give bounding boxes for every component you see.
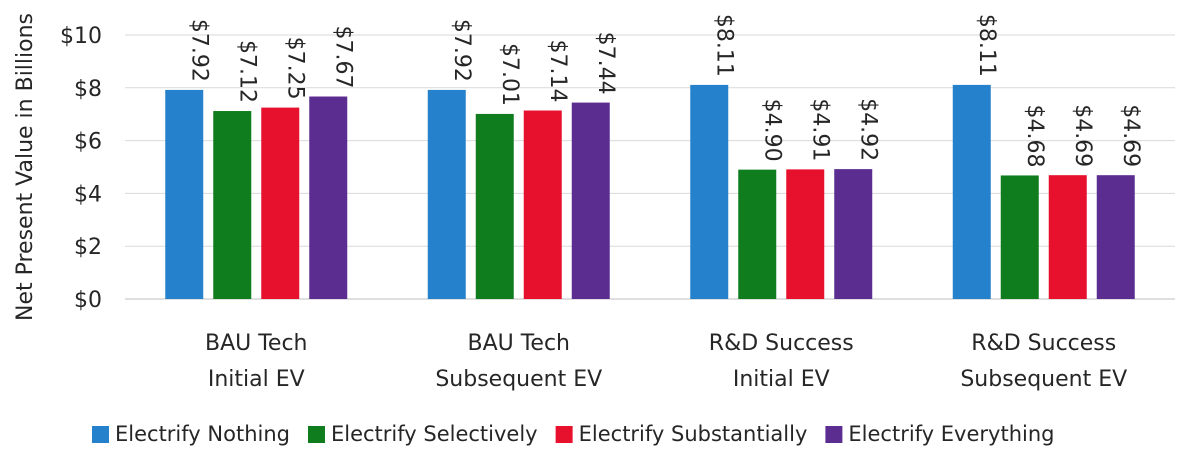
legend-swatch bbox=[307, 426, 325, 443]
bar bbox=[1000, 175, 1039, 299]
data-label: $8.11 bbox=[711, 14, 736, 77]
data-label: $4.91 bbox=[807, 98, 832, 161]
legend-swatch bbox=[92, 426, 109, 443]
bar bbox=[1096, 175, 1135, 299]
data-labels: $7.92 $7.92 $8.11 $8.11 $7.12 $7.01 $4.90 $4.68… bbox=[186, 14, 1143, 168]
data-label: $4.69 bbox=[1070, 104, 1095, 167]
bar bbox=[475, 113, 514, 299]
x-category-label: R&D Success bbox=[971, 331, 1116, 356]
y-axis-title: Net Present Value in Billions bbox=[13, 13, 38, 321]
y-tick-label: $10 bbox=[60, 24, 102, 49]
legend-swatch bbox=[825, 426, 843, 443]
x-category-label: BAU Tech bbox=[205, 331, 308, 356]
data-label: $4.92 bbox=[855, 98, 880, 161]
data-label: $7.14 bbox=[545, 40, 570, 103]
x-category-label: Subsequent EV bbox=[435, 367, 602, 392]
data-label: $7.92 bbox=[449, 19, 474, 82]
bar bbox=[571, 102, 610, 299]
bar bbox=[309, 96, 348, 300]
bar bbox=[690, 84, 729, 300]
bar bbox=[952, 84, 991, 300]
legend: Electrify Nothing Electrify Selectively El… bbox=[92, 422, 1054, 446]
legend-label: Electrify Selectively bbox=[331, 422, 538, 446]
data-label: $7.01 bbox=[497, 43, 522, 106]
data-label: $4.90 bbox=[759, 99, 784, 162]
bar bbox=[523, 110, 562, 299]
y-tick-label: $8 bbox=[74, 77, 102, 102]
x-category-labels: BAU Tech Initial EV BAU Tech Subsequent EV R… bbox=[205, 331, 1127, 392]
bar bbox=[1048, 175, 1087, 299]
y-tick-label: $2 bbox=[74, 235, 102, 260]
bar bbox=[427, 89, 466, 299]
data-label: $7.44 bbox=[593, 32, 618, 95]
x-category-label: BAU Tech bbox=[467, 331, 570, 356]
data-label: $4.68 bbox=[1022, 104, 1047, 167]
legend-label: Electrify Everything bbox=[848, 422, 1054, 446]
legend-label: Electrify Substantially bbox=[579, 422, 808, 446]
y-tick-labels: $0 $2 $4 $6 $8 $10 bbox=[60, 24, 102, 313]
bar bbox=[261, 107, 300, 299]
x-category-label: Initial EV bbox=[733, 367, 830, 392]
data-label: $7.12 bbox=[234, 40, 259, 103]
legend-swatch bbox=[555, 426, 573, 443]
data-label: $4.69 bbox=[1118, 104, 1143, 167]
data-label: $8.11 bbox=[974, 14, 999, 77]
data-label: $7.92 bbox=[186, 19, 211, 82]
gridlines bbox=[125, 34, 1175, 300]
bar bbox=[834, 169, 873, 299]
data-label: $7.67 bbox=[330, 26, 355, 89]
bar bbox=[738, 169, 777, 299]
bars bbox=[165, 84, 1135, 300]
x-category-label: Subsequent EV bbox=[960, 367, 1127, 392]
y-tick-label: $4 bbox=[74, 182, 102, 207]
legend-label: Electrify Nothing bbox=[115, 422, 290, 446]
bar bbox=[786, 169, 825, 299]
y-tick-label: $0 bbox=[74, 288, 102, 313]
data-label: $7.25 bbox=[282, 37, 307, 100]
x-category-label: R&D Success bbox=[709, 331, 854, 356]
bar bbox=[213, 111, 252, 299]
y-tick-label: $6 bbox=[74, 130, 102, 155]
x-category-label: Initial EV bbox=[208, 367, 305, 392]
bar bbox=[165, 89, 204, 299]
